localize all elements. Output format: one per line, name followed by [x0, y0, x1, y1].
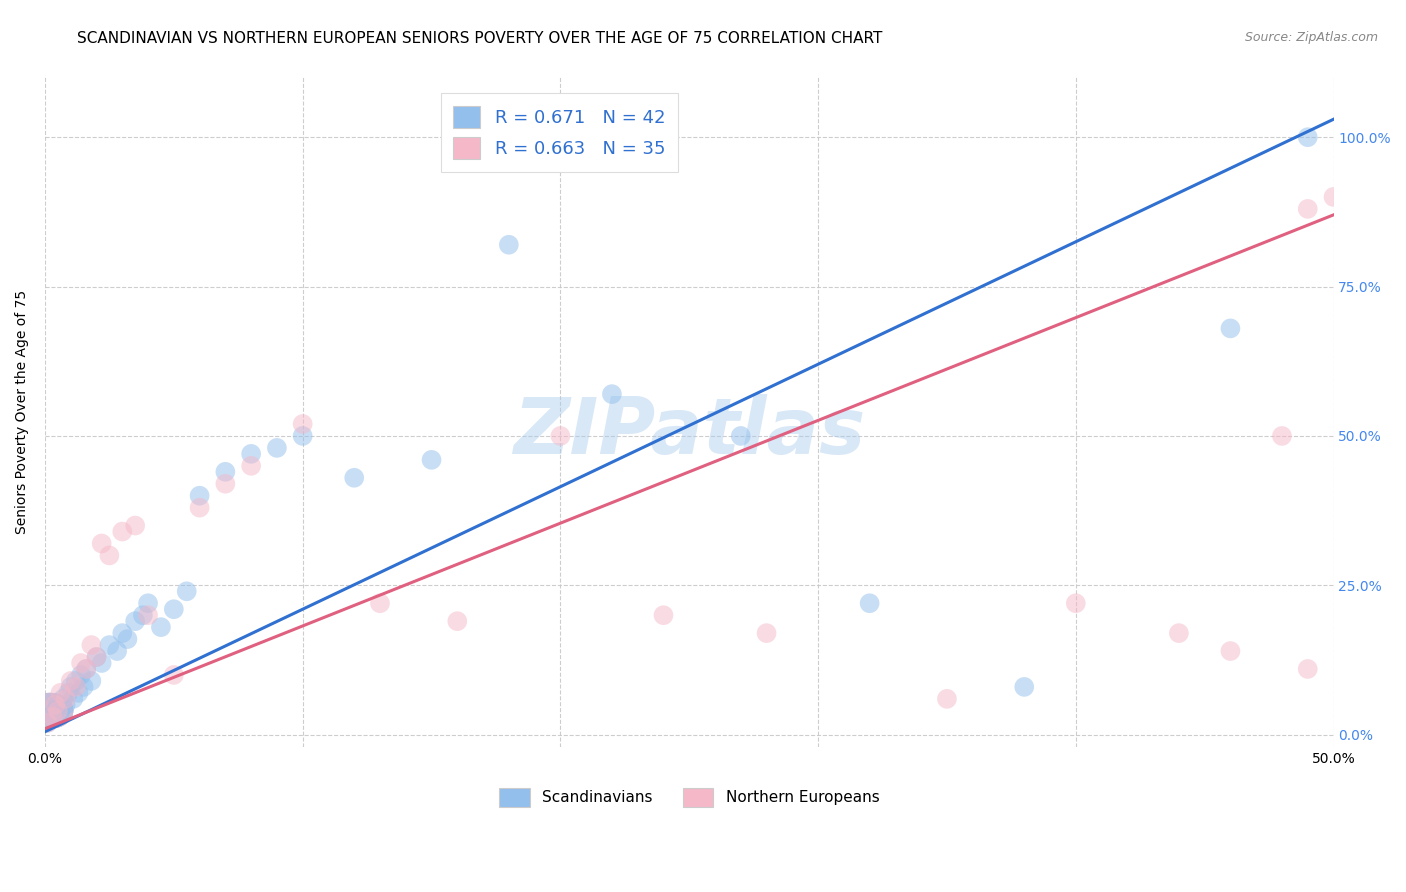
Text: ZIPatlas: ZIPatlas [513, 394, 865, 470]
Point [86, 650, 108, 665]
Point [136, 596, 159, 610]
Point [1167, 626, 1189, 640]
Point [70, 656, 93, 670]
Point [1296, 202, 1319, 216]
Point [44, 704, 66, 718]
Point [37, 715, 59, 730]
Point [550, 429, 572, 443]
Ellipse shape [27, 693, 73, 729]
Legend: Scandinavians, Northern Europeans: Scandinavians, Northern Europeans [494, 781, 886, 813]
Point [41, 710, 63, 724]
Ellipse shape [27, 693, 73, 729]
Point [859, 596, 882, 610]
Point [98, 549, 121, 563]
Point [55, 698, 77, 712]
Point [80, 673, 103, 688]
Ellipse shape [27, 693, 73, 729]
Point [368, 596, 391, 610]
Point [86, 650, 108, 665]
Point [176, 584, 198, 599]
Point [420, 453, 443, 467]
Point [1219, 644, 1241, 658]
Point [75, 662, 97, 676]
Point [44, 698, 66, 712]
Point [188, 500, 211, 515]
Point [498, 237, 520, 252]
Point [111, 524, 134, 539]
Point [46, 698, 69, 712]
Ellipse shape [27, 693, 73, 729]
Y-axis label: Seniors Poverty Over the Age of 75: Seniors Poverty Over the Age of 75 [15, 290, 30, 534]
Point [1064, 596, 1087, 610]
Point [41, 710, 63, 724]
Ellipse shape [27, 693, 73, 729]
Point [266, 441, 288, 455]
Point [188, 489, 211, 503]
Point [1296, 130, 1319, 145]
Point [62, 691, 84, 706]
Point [49, 704, 72, 718]
Point [291, 417, 314, 431]
Point [149, 620, 172, 634]
Point [124, 518, 146, 533]
Point [1271, 429, 1294, 443]
Point [163, 602, 186, 616]
Point [124, 614, 146, 628]
Point [52, 691, 75, 706]
Point [37, 715, 59, 730]
Point [105, 644, 128, 658]
Point [1296, 662, 1319, 676]
Point [214, 465, 236, 479]
Point [446, 614, 468, 628]
Point [49, 686, 72, 700]
Ellipse shape [27, 693, 73, 729]
Point [65, 680, 87, 694]
Point [163, 668, 186, 682]
Ellipse shape [27, 693, 73, 729]
Point [72, 680, 94, 694]
Point [67, 686, 90, 700]
Point [1322, 190, 1344, 204]
Point [59, 673, 82, 688]
Point [755, 626, 778, 640]
Point [136, 608, 159, 623]
Ellipse shape [27, 693, 73, 729]
Text: Source: ZipAtlas.com: Source: ZipAtlas.com [1244, 31, 1378, 45]
Point [1219, 321, 1241, 335]
Point [1012, 680, 1035, 694]
Point [240, 447, 263, 461]
Ellipse shape [27, 693, 73, 729]
Point [111, 626, 134, 640]
Point [65, 673, 87, 688]
Point [214, 476, 236, 491]
Point [70, 668, 93, 682]
Point [730, 429, 752, 443]
Text: SCANDINAVIAN VS NORTHERN EUROPEAN SENIORS POVERTY OVER THE AGE OF 75 CORRELATION: SCANDINAVIAN VS NORTHERN EUROPEAN SENIOR… [77, 31, 883, 46]
Point [117, 632, 139, 646]
Point [55, 691, 77, 706]
Point [291, 429, 314, 443]
Point [240, 458, 263, 473]
Point [75, 662, 97, 676]
Ellipse shape [27, 693, 73, 729]
Point [80, 638, 103, 652]
Point [90, 656, 112, 670]
Point [59, 680, 82, 694]
Point [46, 704, 69, 718]
Point [936, 691, 959, 706]
Point [56, 686, 79, 700]
Point [343, 471, 366, 485]
Point [98, 638, 121, 652]
Point [600, 387, 623, 401]
Point [90, 536, 112, 550]
Point [652, 608, 675, 623]
Point [132, 608, 155, 623]
